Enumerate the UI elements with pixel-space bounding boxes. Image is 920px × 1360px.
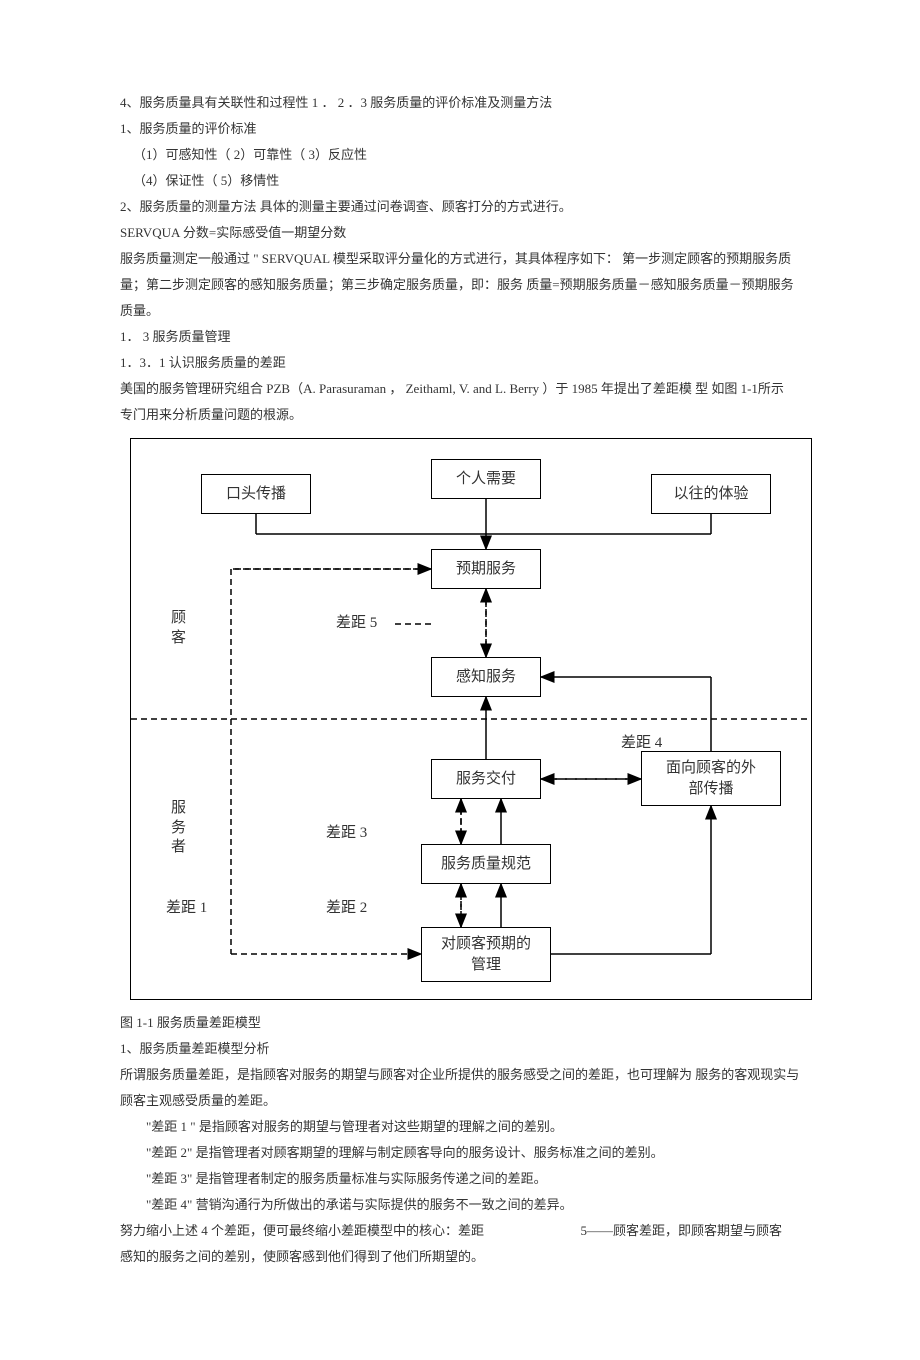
node-past-experience: 以往的体验 [651,474,771,514]
diagram-lines [131,439,811,999]
gap-model-diagram: 口头传播 个人需要 以往的体验 预期服务 感知服务 服务交付 面向顾客的外 部传… [130,438,812,1000]
label-gap5: 差距 5 [336,614,377,634]
heading-1-3-1: 1．3．1 认识服务质量的差距 [120,350,800,376]
para-4: 4、服务质量具有关联性和过程性 1 ． 2 ．3 服务质量的评价标准及测量方法 [120,90,800,116]
para-servqual: 服务质量测定一般通过 " SERVQUAL 模型采取评分量化的方式进行，其具体程… [120,246,800,324]
para-gap1: "差距 1 " 是指顾客对服务的期望与管理者对这些期望的理解之间的差别。 [120,1114,800,1140]
para-gap5a: 努力缩小上述 4 个差距，便可最终缩小差距模型中的核心：差距 5——顾客差距，即… [120,1218,800,1244]
heading-1-3: 1． 3 服务质量管理 [120,324,800,350]
node-service-delivery: 服务交付 [431,759,541,799]
node-perceived-service: 感知服务 [431,657,541,697]
para-pzb: 美国的服务管理研究组合 PZB（A. Parasuraman ， Zeitham… [120,376,800,428]
para-gap4: "差距 4" 营销沟通行为所做出的承诺与实际提供的服务不一致之间的差异。 [120,1192,800,1218]
label-gap4: 差距 4 [621,734,662,754]
para-gap5a-right: 5——顾客差距，即顾客期望与顾客 [581,1223,783,1238]
para-gap2: "差距 2" 是指管理者对顾客期望的理解与制定顾客导向的服务设计、服务标准之间的… [120,1140,800,1166]
label-gap2: 差距 2 [326,899,367,919]
node-external-comm: 面向顾客的外 部传播 [641,751,781,806]
label-customer: 顾 客 [171,609,186,648]
criteria-line1: （1）可感知性（ 2）可靠性（ 3）反应性 [120,142,800,168]
label-provider: 服 务 者 [171,799,186,858]
node-word-of-mouth: 口头传播 [201,474,311,514]
node-personal-needs: 个人需要 [431,459,541,499]
figure-caption: 图 1-1 服务质量差距模型 [120,1010,800,1036]
para-formula: SERVQUA 分数=实际感受值一期望分数 [120,220,800,246]
heading-criteria: 1、服务质量的评价标准 [120,116,800,142]
para-gap-def: 所谓服务质量差距，是指顾客对服务的期望与顾客对企业所提供的服务感受之间的差距，也… [120,1062,800,1114]
label-gap3: 差距 3 [326,824,367,844]
para-analysis-heading: 1、服务质量差距模型分析 [120,1036,800,1062]
criteria-line2: （4）保证性（ 5）移情性 [120,168,800,194]
para-gap5a-left: 努力缩小上述 4 个差距，便可最终缩小差距模型中的核心：差距 [120,1223,484,1238]
node-expected-service: 预期服务 [431,549,541,589]
label-gap1: 差距 1 [166,899,207,919]
para-method: 2、服务质量的测量方法 具体的测量主要通过问卷调查、顾客打分的方式进行。 [120,194,800,220]
para-gap3: "差距 3" 是指管理者制定的服务质量标准与实际服务传递之间的差距。 [120,1166,800,1192]
node-quality-spec: 服务质量规范 [421,844,551,884]
node-mgmt-perception: 对顾客预期的 管理 [421,927,551,982]
para-gap5b: 感知的服务之间的差别，使顾客感到他们得到了他们所期望的。 [120,1244,800,1270]
